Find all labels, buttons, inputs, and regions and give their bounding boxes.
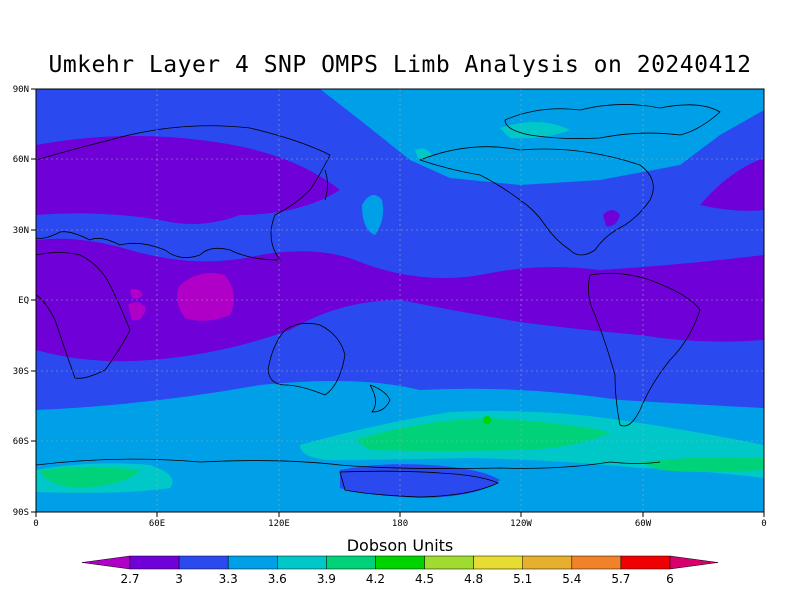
colorbar-level-label: 6 (666, 572, 674, 586)
colorbar-swatch (473, 555, 523, 570)
colorbar-swatch (277, 555, 327, 570)
x-tick-label: 0 (761, 519, 766, 529)
map-title: Umkehr Layer 4 SNP OMPS Limb Analysis on… (48, 52, 752, 78)
y-tick-label: 30N (13, 226, 29, 236)
colorbar-level-label: 2.7 (120, 572, 139, 586)
x-tick-label: 120E (268, 519, 290, 529)
colorbar-level-label: 4.2 (366, 572, 385, 586)
colorbar-title: Dobson Units (346, 536, 454, 555)
colorbar-swatch (326, 555, 376, 570)
colorbar-level-label: 4.5 (415, 572, 434, 586)
colorbar-level-label: 3.9 (317, 572, 336, 586)
x-tick-label: 180 (392, 519, 408, 529)
colorbar-level-label: 4.8 (464, 572, 483, 586)
x-tick-label: 120W (510, 519, 532, 529)
y-tick-label: EQ (18, 296, 29, 306)
colorbar-swatch (620, 555, 671, 570)
y-tick-label: 90S (13, 508, 29, 518)
tick-marks (31, 88, 765, 517)
colorbar-swatch (424, 555, 474, 570)
y-tick-label: 60N (13, 155, 29, 165)
colorbar-swatch (81, 555, 131, 570)
colorbar-level-label: 5.1 (513, 572, 532, 586)
colorbar: 2.7 3 3.3 3.6 3.9 4.2 4.5 4.8 5.1 5.4 5.7 6 (81, 555, 719, 586)
y-tick-label: 60S (13, 437, 29, 447)
x-tick-label: 60W (635, 519, 652, 529)
colorbar-swatch (571, 555, 622, 570)
colorbar-level-label: 5.7 (611, 572, 630, 586)
colorbar-swatch (129, 555, 180, 570)
colorbar-swatch (178, 555, 229, 570)
colorbar-level-label: 3.3 (219, 572, 238, 586)
y-tick-label: 30S (13, 367, 29, 377)
x-tick-label: 60E (149, 519, 165, 529)
colorbar-swatch (375, 555, 425, 570)
gridlines (36, 89, 764, 512)
colorbar-swatch (669, 555, 719, 570)
colorbar-swatch (522, 555, 573, 570)
colorbar-level-label: 3.6 (268, 572, 287, 586)
coastlines (36, 104, 721, 498)
x-tick-label: 0 (33, 519, 38, 529)
colorbar-level-label: 3 (175, 572, 183, 586)
colorbar-level-label: 5.4 (562, 572, 581, 586)
y-tick-label: 90N (13, 85, 29, 95)
colorbar-swatch (227, 555, 278, 570)
